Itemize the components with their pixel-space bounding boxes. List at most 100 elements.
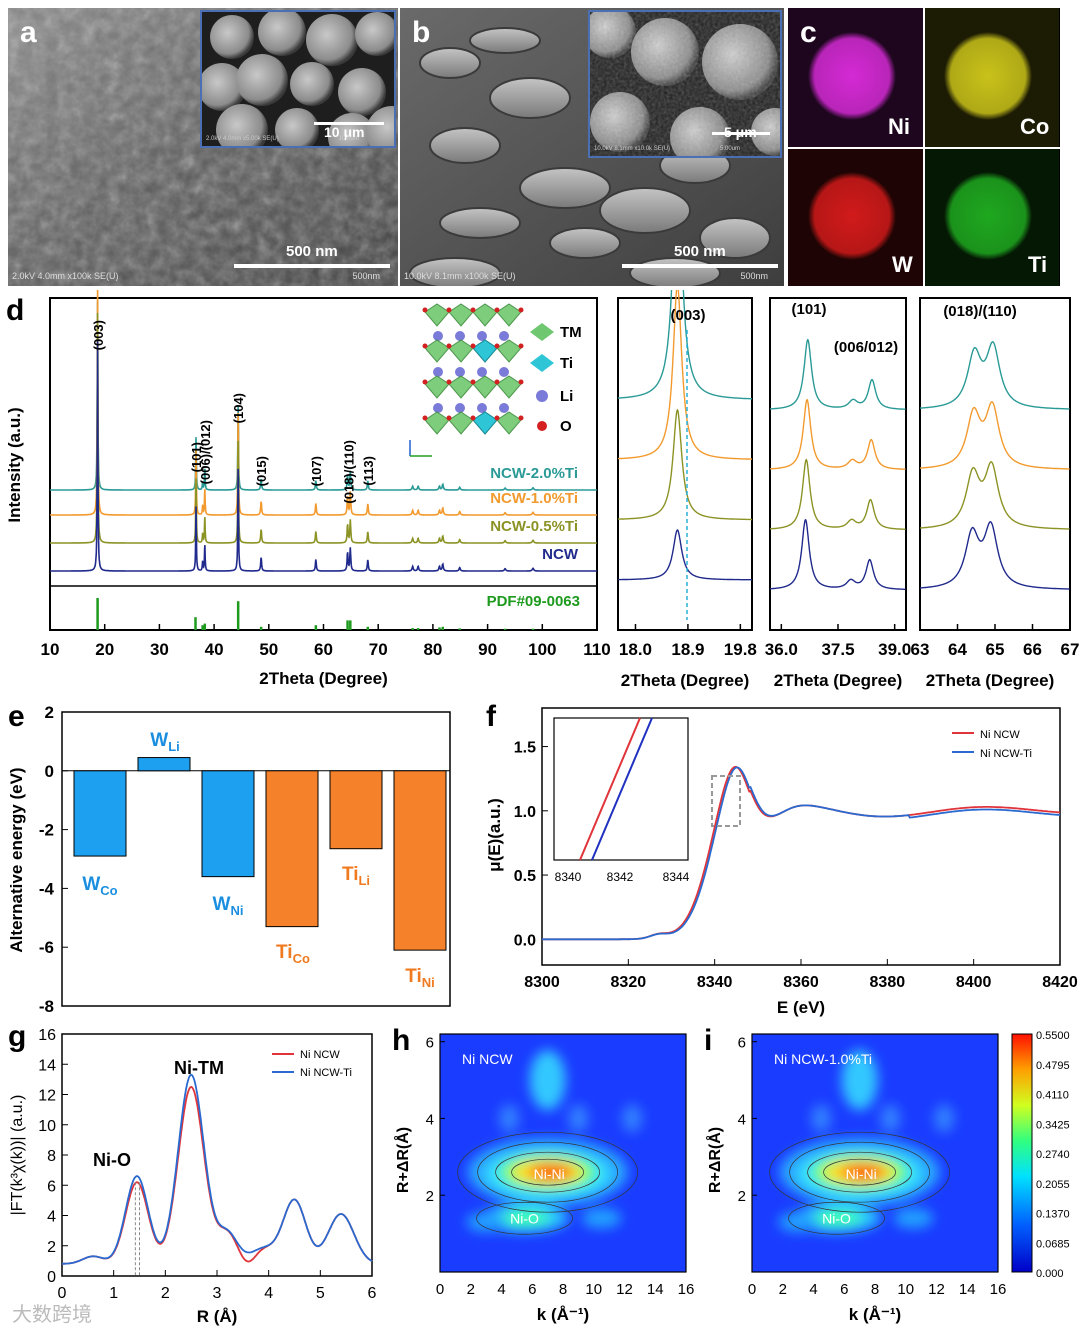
particle: [216, 104, 268, 146]
colorbar-tick: 0.5500: [1036, 1030, 1070, 1042]
sem-image-b: 5 μm 10.0kV 8.1mm x10.0k SE(U) 5.00um 500…: [400, 8, 784, 286]
legend-label: Ni NCW: [980, 729, 1020, 741]
li-atom: [499, 367, 509, 377]
xrd-xlabel: 2Theta (Degree): [259, 669, 387, 688]
g-ytick: 8: [47, 1148, 56, 1165]
xrd-series-3: [50, 340, 597, 572]
wavelet-frame: [439, 1033, 687, 1273]
g-ytick: 6: [47, 1178, 56, 1195]
e-ytick: 2: [45, 703, 54, 722]
o-atom: [446, 379, 452, 385]
wavelet-blob: [466, 1212, 507, 1233]
eds-maps-svg: [788, 8, 1060, 287]
xrd-xtick: 10: [41, 640, 60, 659]
w-label: Ni-Ni: [534, 1166, 565, 1182]
g-ytick: 14: [38, 1057, 56, 1074]
g-ytick: 10: [38, 1118, 56, 1135]
w-xtick: 8: [559, 1281, 567, 1298]
bar-label: WCo: [82, 874, 117, 898]
panel-label-b: b: [412, 16, 431, 49]
bar-TiCo: [265, 770, 319, 928]
xrd-xtick: 90: [478, 640, 497, 659]
sem-a-scale: 500 nm: [286, 243, 338, 260]
sem-b-meta: 10.0kV 8.1mm x100k SE(U) 500nm: [404, 271, 768, 281]
contour: [789, 1141, 930, 1203]
wavelet-blob: [841, 1050, 878, 1111]
li-atom: [477, 367, 487, 377]
bar-TiLi: [329, 770, 383, 850]
zoom-xtick: 36.0: [765, 640, 798, 659]
zoom-title: (003): [670, 307, 705, 324]
zoom-series: [919, 341, 1070, 410]
xrd-series-1: [50, 290, 597, 516]
zoom-xtick: 65: [986, 640, 1005, 659]
li-atom: [499, 331, 509, 341]
o-atom: [518, 343, 524, 349]
wavelet-blobs: [778, 1050, 955, 1233]
bar-TiNi: [393, 770, 447, 951]
legend-label: Ni NCW: [300, 1049, 340, 1061]
zoom-xtick: 18.0: [619, 640, 652, 659]
grain: [439, 207, 521, 239]
o-atom: [518, 379, 524, 385]
particle: [202, 63, 246, 111]
xrd-series-label: NCW: [542, 546, 579, 563]
xrd-series-0: [50, 301, 597, 491]
zoom-xtick: 39.0: [878, 640, 911, 659]
xrd-chart: 10 20 30 40 50 60 70 80 90 100 110 2Theta (Degree) I…: [5, 290, 1079, 690]
o-atom: [422, 379, 428, 385]
f-xtick: 8380: [870, 974, 906, 991]
g-xlabel: R (Å): [197, 1307, 238, 1326]
colorbar: [1011, 1033, 1033, 1273]
legend-swatch: [530, 323, 554, 341]
panel-label-g: g: [8, 1020, 27, 1053]
xanes-series-1: [542, 766, 1061, 941]
particle: [355, 12, 394, 56]
w-label: Ni-Ni: [846, 1166, 877, 1182]
peak-label: (003): [91, 320, 106, 350]
w-label: Ni-O: [822, 1210, 851, 1226]
li-atom: [499, 403, 509, 413]
f-ytick: 0.0: [514, 932, 536, 949]
li-atom: [477, 403, 487, 413]
zoom-xtick: 37.5: [821, 640, 854, 659]
wavelet-ni-ncw-ti: 6 4 2 0 2 4 6 8 10 12 14 16 k (Å⁻¹) R+ΔR(Å) Ni NCW-1.0…: [705, 1030, 1070, 1324]
zoom-xlabel: 2Theta (Degree): [621, 671, 749, 690]
zoom-series: [920, 401, 1070, 470]
w-ylabel: R+ΔR(Å): [393, 1127, 412, 1193]
inset-xtick: 8344: [663, 870, 690, 884]
xrd-xtick: 110: [583, 640, 610, 659]
contour: [769, 1131, 950, 1213]
panel-label-h: h: [392, 1024, 411, 1057]
xrd-xtick: 20: [95, 640, 114, 659]
particle: [338, 68, 386, 116]
w-ytick: 4: [738, 1111, 746, 1128]
zoom-series: [617, 290, 752, 400]
grain: [419, 47, 481, 79]
zoom-xtick: 66: [1023, 640, 1042, 659]
w-xtick: 16: [678, 1281, 695, 1298]
particle: [290, 62, 334, 106]
zoom-title: (018)/(110): [943, 303, 1016, 320]
e-ytick: 0: [45, 762, 54, 781]
zoom-xlabel: 2Theta (Degree): [926, 671, 1054, 690]
o-atom: [470, 343, 476, 349]
legend-swatch: [530, 354, 554, 372]
w-xtick: 10: [897, 1281, 914, 1298]
inset-b-meta: 10.0kV 8.1mm x10.0k SE(U) 5.00um: [594, 146, 741, 152]
eds-maps: Ni Co W Ti: [788, 8, 1060, 287]
w-xlabel: k (Å⁻¹): [849, 1305, 901, 1324]
tm-octahedron: [496, 411, 522, 435]
wavelet-blob: [498, 1210, 551, 1227]
panel-label-a: a: [20, 16, 37, 49]
li-atom: [433, 403, 443, 413]
eds-label-co: Co: [1020, 114, 1050, 139]
o-atom: [470, 307, 476, 313]
eds-label-ti: Ti: [1028, 252, 1048, 277]
w-xtick: 2: [467, 1281, 475, 1298]
wavelet-frame: [751, 1033, 999, 1273]
particle: [258, 12, 306, 56]
li-atom: [477, 331, 487, 341]
wavelet-blob: [529, 1050, 566, 1111]
